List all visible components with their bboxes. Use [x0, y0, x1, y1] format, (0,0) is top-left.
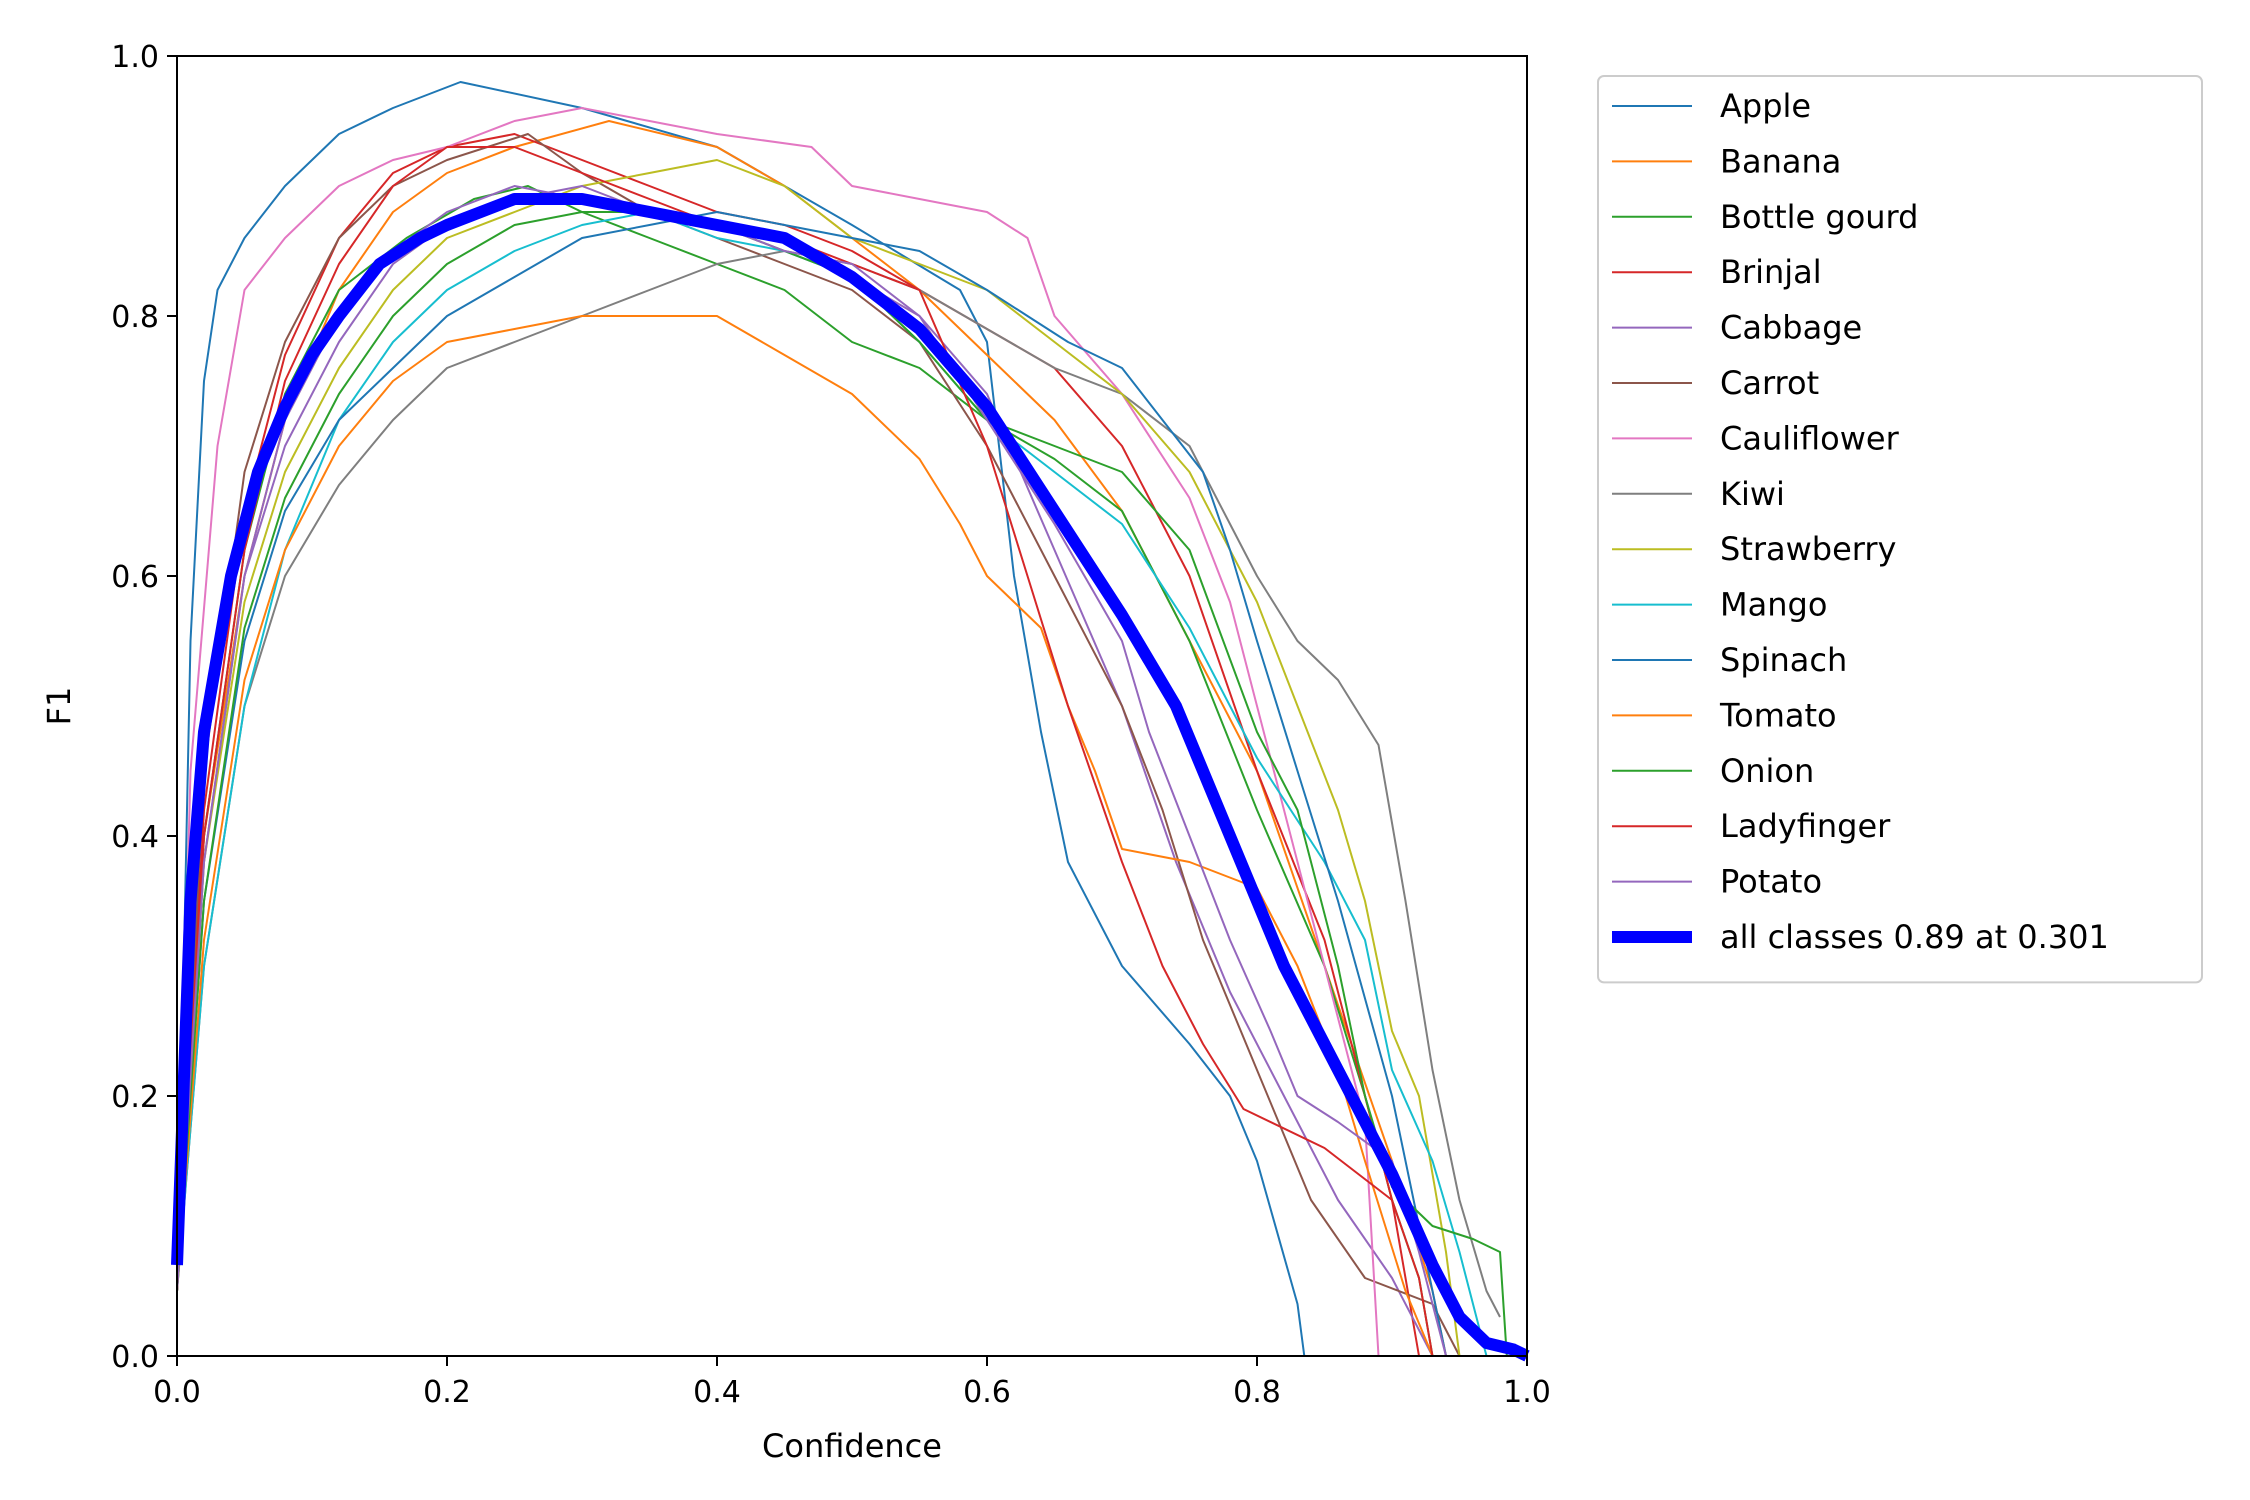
x-tick-label: 1.0 — [1503, 1375, 1551, 1410]
x-tick-label: 0.8 — [1233, 1375, 1281, 1410]
legend-entry: Potato — [1720, 863, 1822, 901]
series-line-7 — [176, 250, 1501, 1318]
legend: Apple Banana Bottle gourd Brinjal Cabbage Car… — [1597, 75, 2203, 984]
legend-entry: Spinach — [1720, 641, 1847, 679]
x-tick-label: 0.4 — [693, 1375, 741, 1410]
legend-entry: all classes 0.89 at 0.301 — [1720, 918, 2109, 956]
legend-entry: Apple — [1720, 87, 1811, 125]
x-tick-label: 0.0 — [153, 1375, 201, 1410]
legend-entry: Cauliflower — [1720, 419, 1900, 457]
series-line-10 — [176, 211, 1447, 1357]
x-axis-ticks: 0.0 0.2 0.4 0.6 0.8 1.0 — [153, 1356, 1551, 1410]
legend-entry: Onion — [1720, 752, 1814, 790]
legend-entry: Strawberry — [1720, 530, 1896, 568]
legend-entry: Banana — [1720, 142, 1841, 180]
y-tick-label: 0.4 — [111, 820, 159, 855]
y-axis-ticks: 0.0 0.2 0.4 0.6 0.8 1.0 — [111, 40, 177, 1375]
legend-entry: Ladyfinger — [1720, 807, 1891, 845]
x-tick-label: 0.2 — [423, 1375, 471, 1410]
legend-entry: Bottle gourd — [1720, 198, 1918, 236]
x-axis-label: Confidence — [762, 1427, 942, 1465]
x-tick-label: 0.6 — [963, 1375, 1011, 1410]
legend-entry: Cabbage — [1720, 309, 1862, 347]
legend-entry: Carrot — [1720, 364, 1819, 402]
series-line-15 — [171, 193, 1530, 1362]
y-tick-label: 0.2 — [111, 1080, 159, 1115]
y-tick-label: 0.0 — [111, 1340, 159, 1375]
plot-frame — [176, 55, 1528, 1357]
y-tick-label: 0.6 — [111, 560, 159, 595]
series-line-14 — [176, 185, 1447, 1357]
legend-entry: Brinjal — [1720, 253, 1822, 291]
series-line-0 — [176, 81, 1527, 1357]
legend-box — [1597, 75, 2203, 984]
y-axis-label: F1 — [40, 687, 78, 726]
plot-lines — [171, 81, 1530, 1362]
legend-entry: Kiwi — [1720, 475, 1785, 513]
legend-entry: Mango — [1720, 586, 1827, 624]
series-line-9 — [176, 211, 1488, 1357]
y-tick-label: 0.8 — [111, 300, 159, 335]
series-line-5 — [176, 133, 1527, 1357]
series-line-1 — [176, 120, 1527, 1357]
series-line-11 — [176, 315, 1434, 1357]
series-line-6 — [176, 107, 1527, 1357]
series-line-8 — [176, 159, 1461, 1357]
y-tick-label: 1.0 — [111, 40, 159, 75]
legend-entry: Tomato — [1719, 696, 1837, 734]
